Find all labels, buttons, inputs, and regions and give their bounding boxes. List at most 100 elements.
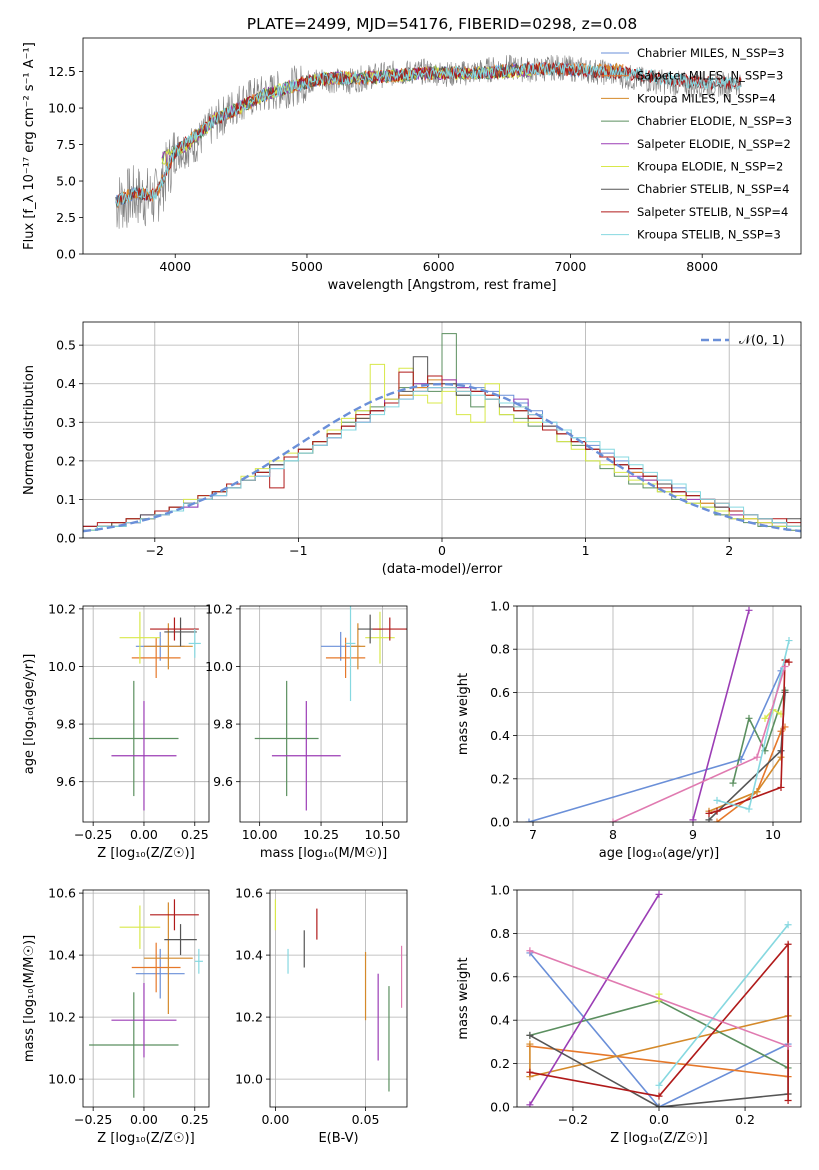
weight-point	[761, 714, 769, 722]
age_vs_mass-xlabel: mass [log₁₀(M/M☉)]	[260, 846, 387, 861]
age_vs_mass-ytick-label: 10.0	[205, 659, 233, 674]
age_vs_mass-xtick-label: 10.00	[242, 827, 278, 842]
age_vs_mass-frame	[239, 605, 408, 823]
weight-point	[784, 921, 792, 929]
age_vs_Z-panel: −0.25 0.00 0.25 9.6 9.8 10.0 10.2 Z [log₁₀(Z/Z☉…	[22, 601, 210, 861]
weight_vs_age-frame	[516, 605, 802, 823]
mass_vs_ebv-ytick-label: 10.4	[235, 948, 263, 963]
mass_vs_Z-ylabel: mass [log₁₀(M/M☉)]	[22, 935, 37, 1062]
weight-line	[529, 1045, 789, 1078]
weight-point	[609, 818, 617, 822]
weight-point	[713, 796, 721, 804]
weight_vs_Z-ytick-label: 0.0	[490, 1100, 510, 1115]
weight-point	[713, 807, 721, 815]
weight-point	[655, 1103, 663, 1107]
weight_vs_age-xtick-label: 8	[609, 827, 617, 842]
weight_vs_age-xtick-label: 7	[529, 827, 537, 842]
weight_vs_Z-xtick-label: −0.2	[558, 1112, 588, 1127]
mass_vs_ebv-ytick-label: 10.2	[235, 1010, 263, 1025]
mass_vs_ebv-xlabel: E(B-V)	[318, 1131, 358, 1146]
mass_vs_Z-xlabel: Z [log₁₀(Z/Z☉)]	[97, 1131, 194, 1146]
spectrum-xtick-label: 4000	[159, 259, 191, 274]
residuals-ytick-label: 0.4	[56, 376, 76, 391]
residuals-xtick-label: 0	[438, 543, 446, 558]
spectrum-xtick-label: 7000	[555, 259, 587, 274]
weight_vs_age-xtick-label: 10	[765, 827, 781, 842]
spectrum-frame	[82, 37, 802, 255]
age_vs_Z-ylabel: age [log₁₀(age/yr)]	[22, 654, 37, 775]
weight_vs_Z-ytick-label: 0.2	[490, 1056, 510, 1071]
weight-point	[705, 809, 713, 817]
spectrum-ytick-label: 7.5	[56, 137, 76, 152]
weight-point	[655, 990, 663, 998]
spectrum-model-line	[115, 61, 624, 209]
age_vs_Z-xlabel: Z [log₁₀(Z/Z☉)]	[97, 846, 194, 861]
residuals-plot-area	[83, 333, 801, 538]
weight-point	[745, 606, 753, 614]
mass_vs_ebv-plot-area	[274, 899, 403, 1092]
age_vs_Z-ytick-label: 9.8	[56, 717, 76, 732]
weight-point	[655, 890, 663, 898]
weight_vs_Z-plot-area	[526, 890, 792, 1107]
weight-point	[781, 688, 789, 696]
age_vs_mass-ytick-label: 9.6	[213, 774, 233, 789]
weight_vs_age-xlabel: age [log₁₀(age/yr)]	[599, 846, 720, 861]
weight_vs_Z-xtick-label: 0.0	[649, 1112, 669, 1127]
weight-line	[529, 952, 789, 1107]
weight-point	[785, 658, 793, 666]
residuals-xtick-label: 2	[725, 543, 733, 558]
weight-point	[785, 637, 793, 645]
age_vs_Z-ytick-label: 10.0	[48, 659, 76, 674]
spectrum-xtick-label: 8000	[686, 259, 718, 274]
weight-point	[784, 1096, 792, 1104]
legend-entry: Kroupa ELODIE, N_SSP=2	[637, 160, 783, 174]
weight-point	[777, 783, 785, 791]
mass_vs_Z-frame	[82, 889, 210, 1108]
weight_vs_Z-panel: −0.2 0.0 0.2 0.0 0.2 0.4 0.6 0.8 1.0 Z [log₁₀(Z/Z…	[456, 883, 802, 1146]
weight-point	[729, 779, 737, 787]
weight_vs_Z-ytick-label: 0.6	[490, 969, 510, 984]
legend-entry: Kroupa MILES, N_SSP=4	[637, 91, 776, 105]
mass_vs_Z-ytick-label: 10.6	[48, 886, 76, 901]
residuals-panel: −2 −1 0 1 2 0.0 0.1 0.2 0.3 0.4 0.5 (data-model)/er…	[22, 321, 802, 577]
age_vs_Z-plot-area	[89, 611, 201, 811]
weight-point	[777, 747, 785, 755]
weight-point	[713, 818, 721, 822]
weight_vs_Z-ytick-label: 0.4	[490, 1013, 510, 1028]
age_vs_Z-frame	[82, 605, 210, 823]
residuals-ytick-label: 0.3	[56, 415, 76, 430]
mass_vs_Z-panel: −0.25 0.00 0.25 10.0 10.2 10.4 10.6 Z [log₁₀(Z/…	[22, 886, 210, 1146]
spectrum-plot-area	[115, 54, 742, 229]
age_vs_mass-panel: 10.00 10.25 10.50 9.6 9.8 10.0 10.2 mass [log₁₀…	[205, 601, 408, 861]
weight-point	[784, 1042, 792, 1050]
weight_vs_age-ytick-label: 0.4	[490, 728, 510, 743]
age_vs_Z-xtick-label: 0.25	[181, 827, 209, 842]
gaussian-curve	[83, 382, 801, 533]
spectrum-ytick-label: 2.5	[56, 210, 76, 225]
residuals-ylabel: Normed distribution	[22, 365, 37, 495]
spectrum-xlabel: wavelength [Angstrom, rest frame]	[328, 278, 557, 293]
mass_vs_Z-plot-area	[89, 899, 203, 1098]
weight_vs_age-ylabel: mass weight	[456, 673, 471, 755]
weight-line	[529, 950, 789, 1047]
residuals-ytick-label: 0.2	[56, 453, 76, 468]
age_vs_Z-ytick-label: 9.6	[56, 774, 76, 789]
legend-entry: Chabrier ELODIE, N_SSP=3	[637, 114, 792, 128]
weight-line	[529, 893, 660, 1106]
weight-point	[655, 1081, 663, 1089]
plot-group: 4000 5000 6000 7000 80000.02.55.07.510.012.5…	[22, 37, 802, 1146]
weight-point	[705, 816, 713, 822]
residuals-xtick-label: 1	[582, 543, 590, 558]
weight-line	[528, 670, 782, 822]
spectrum-ytick-label: 0.0	[56, 247, 76, 262]
mass_vs_Z-ytick-label: 10.2	[48, 1010, 76, 1025]
weight-line	[529, 942, 789, 1101]
age_vs_mass-plot-area	[254, 606, 407, 811]
weight_vs_Z-ytick-label: 0.8	[490, 926, 510, 941]
mass_vs_Z-xtick-label: 0.25	[181, 1112, 209, 1127]
mass_vs_ebv-xtick-label: 0.05	[352, 1112, 380, 1127]
age_vs_mass-xtick-label: 10.50	[365, 827, 401, 842]
mass_vs_ebv-frame	[269, 889, 408, 1108]
residuals-ytick-label: 0.1	[56, 492, 76, 507]
